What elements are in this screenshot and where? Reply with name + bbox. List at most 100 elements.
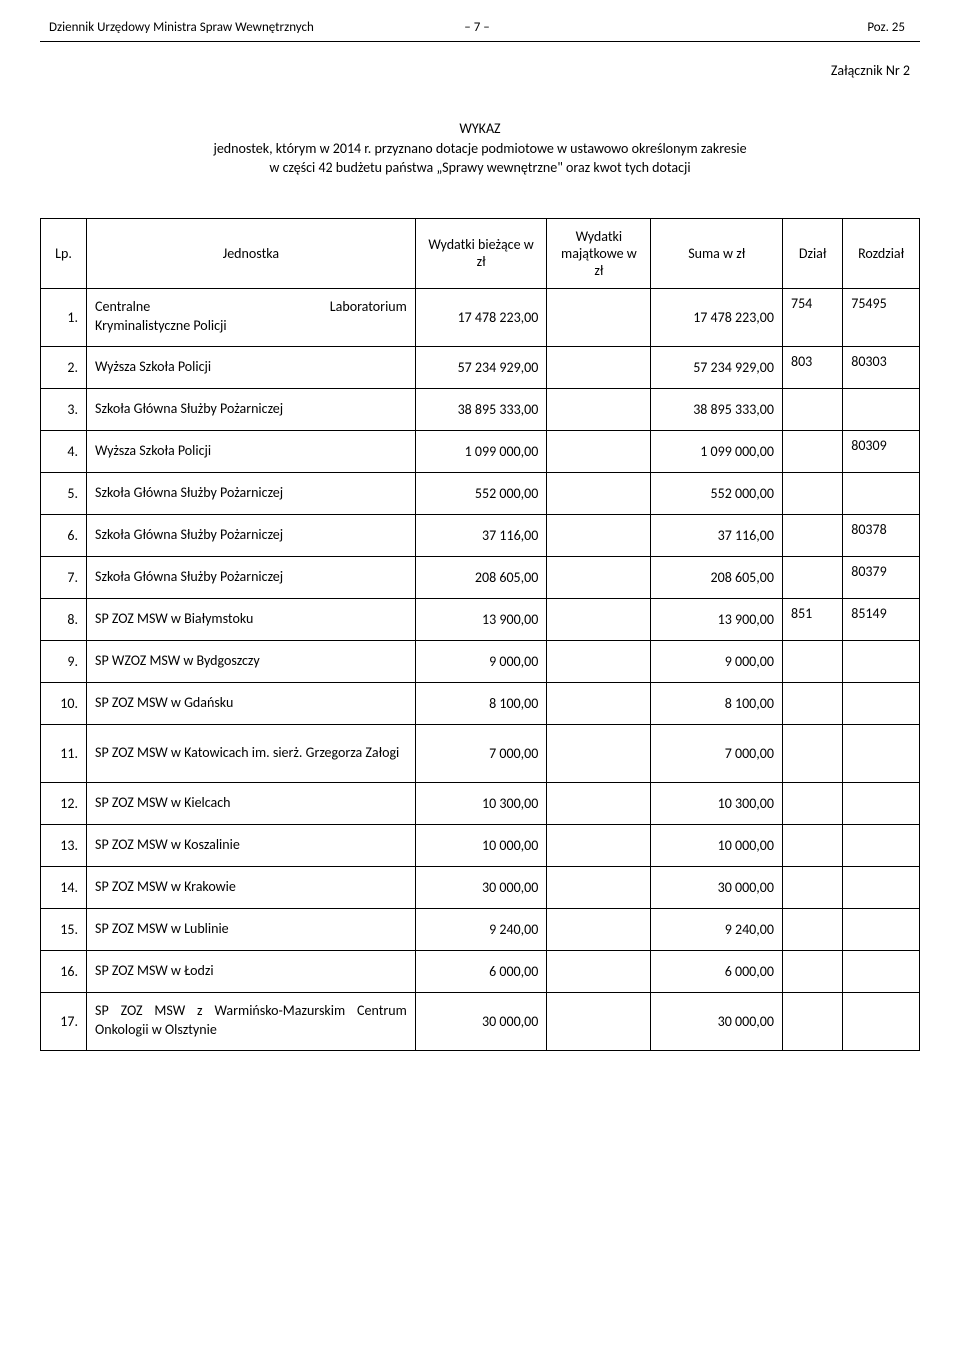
- cell-dzial: [782, 950, 842, 992]
- table-row: 16. SP ZOZ MSW w Łodzi 6 000,00 6 000,00: [41, 950, 920, 992]
- cell-dzial: [782, 556, 842, 598]
- table-row: 9. SP WZOZ MSW w Bydgoszczy 9 000,00 9 0…: [41, 640, 920, 682]
- cell-capital: [547, 908, 651, 950]
- cell-dzial: [782, 908, 842, 950]
- page-container: Dziennik Urzędowy Ministra Spraw Wewnętr…: [0, 0, 960, 1091]
- cell-current: 10 300,00: [415, 782, 547, 824]
- cell-sum: 9 000,00: [651, 640, 783, 682]
- cell-unit: SP ZOZ MSW w Kielcach: [87, 782, 416, 824]
- cell-capital: [547, 514, 651, 556]
- cell-sum: 8 100,00: [651, 682, 783, 724]
- cell-unit: Centralne Laboratorium Kryminalistyczne …: [87, 288, 416, 346]
- cell-capital: [547, 724, 651, 782]
- col-current: Wydatki bieżące w zł: [415, 218, 547, 288]
- header-publication: Dziennik Urzędowy Ministra Spraw Wewnętr…: [45, 20, 437, 35]
- cell-capital: [547, 782, 651, 824]
- cell-unit: Szkoła Główna Służby Pożarniczej: [87, 514, 416, 556]
- cell-current: 17 478 223,00: [415, 288, 547, 346]
- cell-dzial: [782, 388, 842, 430]
- cell-sum: 6 000,00: [651, 950, 783, 992]
- cell-unit: SP ZOZ MSW w Katowicach im. sierż. Grzeg…: [87, 724, 416, 782]
- cell-unit: Wyższa Szkoła Policji: [87, 346, 416, 388]
- cell-unit: SP ZOZ MSW w Lublinie: [87, 908, 416, 950]
- cell-current: 9 240,00: [415, 908, 547, 950]
- cell-sum: 552 000,00: [651, 472, 783, 514]
- table-row: 1. Centralne Laboratorium Kryminalistycz…: [41, 288, 920, 346]
- cell-capital: [547, 346, 651, 388]
- cell-current: 38 895 333,00: [415, 388, 547, 430]
- cell-lp: 8.: [41, 598, 87, 640]
- cell-lp: 9.: [41, 640, 87, 682]
- cell-rozdzial: [843, 824, 920, 866]
- cell-current: 1 099 000,00: [415, 430, 547, 472]
- cell-sum: 1 099 000,00: [651, 430, 783, 472]
- cell-rozdzial: [843, 866, 920, 908]
- cell-dzial: [782, 640, 842, 682]
- table-row: 10. SP ZOZ MSW w Gdańsku 8 100,00 8 100,…: [41, 682, 920, 724]
- cell-dzial: [782, 992, 842, 1050]
- col-capital: Wydatki majątkowe w zł: [547, 218, 651, 288]
- cell-current: 7 000,00: [415, 724, 547, 782]
- cell-current: 6 000,00: [415, 950, 547, 992]
- cell-current: 9 000,00: [415, 640, 547, 682]
- cell-rozdzial: [843, 782, 920, 824]
- cell-sum: 13 900,00: [651, 598, 783, 640]
- table-row: 5. Szkoła Główna Służby Pożarniczej 552 …: [41, 472, 920, 514]
- cell-lp: 1.: [41, 288, 87, 346]
- cell-current: 8 100,00: [415, 682, 547, 724]
- unit-text: Centralne: [95, 298, 150, 317]
- cell-dzial: 851: [782, 598, 842, 640]
- header-rule: [40, 41, 920, 42]
- col-dzial: Dział: [782, 218, 842, 288]
- cell-lp: 13.: [41, 824, 87, 866]
- unit-text: Kryminalistyczne Policji: [95, 317, 407, 336]
- cell-dzial: [782, 782, 842, 824]
- cell-rozdzial: [843, 640, 920, 682]
- unit-text: Laboratorium: [330, 298, 407, 317]
- table-row: 4. Wyższa Szkoła Policji 1 099 000,00 1 …: [41, 430, 920, 472]
- cell-lp: 12.: [41, 782, 87, 824]
- cell-capital: [547, 950, 651, 992]
- cell-lp: 11.: [41, 724, 87, 782]
- cell-capital: [547, 682, 651, 724]
- cell-rozdzial: 80379: [843, 556, 920, 598]
- cell-rozdzial: [843, 682, 920, 724]
- cell-rozdzial: [843, 908, 920, 950]
- cell-lp: 10.: [41, 682, 87, 724]
- cell-sum: 30 000,00: [651, 992, 783, 1050]
- cell-unit: SP WZOZ MSW w Bydgoszczy: [87, 640, 416, 682]
- col-sum: Suma w zł: [651, 218, 783, 288]
- cell-current: 30 000,00: [415, 866, 547, 908]
- cell-capital: [547, 288, 651, 346]
- cell-capital: [547, 866, 651, 908]
- cell-current: 37 116,00: [415, 514, 547, 556]
- header-page-number: – 7 –: [437, 20, 517, 35]
- cell-sum: 9 240,00: [651, 908, 783, 950]
- cell-dzial: 754: [782, 288, 842, 346]
- cell-capital: [547, 598, 651, 640]
- table-row: 12. SP ZOZ MSW w Kielcach 10 300,00 10 3…: [41, 782, 920, 824]
- table-row: 7. Szkoła Główna Służby Pożarniczej 208 …: [41, 556, 920, 598]
- cell-lp: 17.: [41, 992, 87, 1050]
- cell-unit: SP ZOZ MSW w Koszalinie: [87, 824, 416, 866]
- header-position: Poz. 25: [517, 20, 915, 35]
- table-row: 15. SP ZOZ MSW w Lublinie 9 240,00 9 240…: [41, 908, 920, 950]
- table-row: 11. SP ZOZ MSW w Katowicach im. sierż. G…: [41, 724, 920, 782]
- cell-sum: 7 000,00: [651, 724, 783, 782]
- running-header: Dziennik Urzędowy Ministra Spraw Wewnętr…: [40, 20, 920, 35]
- cell-lp: 2.: [41, 346, 87, 388]
- cell-rozdzial: [843, 950, 920, 992]
- attachment-label: Załącznik Nr 2: [40, 62, 910, 79]
- cell-lp: 7.: [41, 556, 87, 598]
- cell-dzial: [782, 430, 842, 472]
- title-block: WYKAZ jednostek, którym w 2014 r. przyzn…: [40, 119, 920, 178]
- cell-lp: 14.: [41, 866, 87, 908]
- cell-capital: [547, 640, 651, 682]
- table-row: 13. SP ZOZ MSW w Koszalinie 10 000,00 10…: [41, 824, 920, 866]
- cell-unit: Szkoła Główna Służby Pożarniczej: [87, 556, 416, 598]
- title-line3: w części 42 budżetu państwa „Sprawy wewn…: [40, 158, 920, 178]
- cell-unit: SP ZOZ MSW w Białymstoku: [87, 598, 416, 640]
- table-row: 6. Szkoła Główna Służby Pożarniczej 37 1…: [41, 514, 920, 556]
- cell-current: 13 900,00: [415, 598, 547, 640]
- cell-current: 57 234 929,00: [415, 346, 547, 388]
